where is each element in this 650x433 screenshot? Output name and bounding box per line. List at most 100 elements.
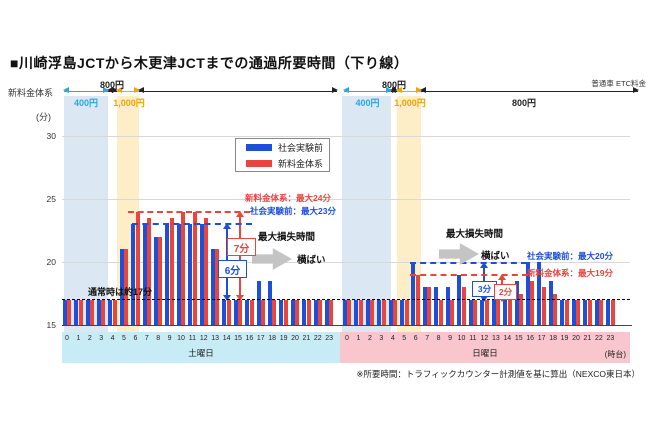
hour-tick: 18 [268, 335, 277, 342]
legend-label-new: 新料金体系 [278, 158, 324, 169]
page-title: ■川崎浮島JCTから木更津JCTまでの通過所要時間（下り線） [10, 55, 409, 71]
sun-1000yen-arrow [396, 87, 422, 94]
hour-tick: 23 [325, 335, 334, 342]
x-axis-line [62, 325, 632, 326]
y-tick-15: 15 [46, 320, 56, 330]
hour-tick: 5 [122, 335, 126, 342]
hour-tick: 14 [222, 335, 231, 342]
bar-sat-h16-new [249, 299, 254, 325]
saturday-axis-strip: 土曜日 0 1 2 3 4 5 6 7 8 9 10 11 12 13 14 15 16 17 18 19 20 21 22… [62, 332, 340, 363]
bar-sun-h5-new [404, 299, 409, 325]
y-tick-20: 20 [46, 257, 56, 267]
hour-tick: 0 [65, 335, 69, 342]
sun-1000yen-label: 1,000円 [394, 98, 426, 108]
sun-new-max-note: 新料金体系：最大19分 [527, 268, 613, 278]
hour-tick: 15 [234, 335, 242, 342]
bar-sat-h13-new [215, 249, 220, 325]
sun-800yen-small-label: 800円 [381, 80, 407, 90]
bar-sun-h16-before [525, 262, 530, 325]
bar-sat-h11-before [188, 224, 193, 325]
bar-sat-h9-before [165, 224, 170, 325]
sat-max-loss-title: 最大損失時間 [258, 232, 316, 243]
sat-1000yen-label: 1,000円 [113, 98, 145, 108]
hour-tick: 23 [606, 335, 615, 342]
sun-new-max-line [410, 274, 528, 276]
hour-tick: 17 [537, 335, 546, 342]
bar-sun-h0-new [347, 299, 352, 325]
y-tick-25: 25 [46, 194, 56, 204]
sat-800yen-long-arrow [138, 87, 338, 94]
bar-sat-h20-new [295, 299, 300, 325]
hour-tick: 2 [367, 335, 372, 342]
bar-sat-h18-before [267, 280, 272, 325]
hour-tick: 2 [87, 335, 92, 342]
legend-item-new: 新料金体系 [246, 157, 329, 170]
hour-tick: 19 [560, 335, 569, 342]
bar-sun-h10-new [461, 287, 466, 325]
hour-tick: 1 [76, 335, 81, 342]
hour-tick: 9 [167, 335, 172, 342]
fare-row-label: 新料金体系 [8, 88, 54, 98]
hour-tick: 16 [245, 335, 254, 342]
hour-tick: 20 [572, 335, 580, 342]
bar-sun-h22-before [594, 299, 599, 325]
hour-tick: 9 [448, 335, 452, 342]
hour-tick: 13 [491, 335, 500, 342]
sunday-axis-strip: 日曜日 (時台) 0 1 2 3 4 5 6 7 8 9 10 11 12 13 14 15 16 17 18 19 2… [340, 332, 630, 363]
bar-sat-h19-before [279, 299, 284, 325]
y-tick-30: 30 [46, 131, 56, 141]
sat-400yen-band [64, 96, 108, 332]
bar-sun-h18-new [553, 293, 558, 325]
hour-tick: 6 [133, 335, 138, 342]
bar-sat-h23-new [329, 299, 334, 325]
sat-before-max-line [132, 223, 252, 225]
bar-sat-h3-new [101, 299, 106, 325]
hour-tick: 11 [469, 335, 477, 342]
hour-tick: 8 [436, 335, 441, 342]
bar-sun-h15-new [519, 293, 523, 325]
hour-tick: 3 [99, 335, 104, 342]
sun-400yen-arrow [343, 87, 392, 94]
bar-sun-h2-new [370, 299, 375, 325]
sat-400yen-label: 400円 [73, 98, 99, 108]
bar-sat-h5-new [124, 249, 129, 325]
hour-tick: 10 [177, 335, 185, 342]
hour-tick: 18 [549, 335, 557, 342]
hour-tick: 3 [379, 335, 384, 342]
hour-tick: 8 [156, 335, 161, 342]
saturday-label: 土曜日 [188, 348, 214, 358]
hour-tick: 12 [480, 335, 489, 342]
bar-sat-h2-before [85, 299, 90, 325]
bar-sun-h17-before [537, 262, 542, 325]
hour-tick: 0 [345, 335, 349, 342]
gridline-25 [62, 199, 630, 200]
bar-sun-h7-before [422, 287, 427, 325]
bar-sat-h2-new [90, 299, 95, 325]
hour-tick: 7 [425, 335, 430, 342]
sun-before-max-line [410, 262, 527, 264]
bar-sat-h6-new [135, 211, 140, 325]
legend-item-before: 社会実験前 [246, 141, 329, 154]
bar-sun-h11-new [473, 299, 478, 325]
bar-sun-h7-new [427, 287, 432, 325]
hour-tick: 12 [199, 335, 208, 342]
sat-1000yen-arrow [116, 87, 140, 94]
sat-new-max-note: 新料金体系：最大24分 [245, 193, 331, 203]
sat-before-max-note: 社会実験前：最大23分 [250, 206, 336, 216]
sat-new-max-line [128, 211, 250, 213]
bar-sun-h5-before [400, 299, 404, 325]
bar-sun-h9-before [445, 287, 450, 325]
legend-label-before: 社会実験前 [278, 142, 324, 153]
bar-sun-h13-before [491, 299, 496, 325]
bar-sat-h6-before [131, 224, 136, 325]
hour-tick: 7 [144, 335, 149, 342]
bar-sun-h23-before [606, 299, 611, 325]
bar-sun-h14-new [507, 299, 512, 325]
sat-800yen-label: 800円 [99, 80, 125, 90]
bar-sat-h23-before [324, 299, 329, 325]
bar-sun-h8-before [434, 287, 439, 325]
bar-sat-h8-new [158, 236, 163, 325]
bar-sun-h19-before [560, 299, 565, 325]
bar-sat-h20-before [290, 299, 295, 325]
